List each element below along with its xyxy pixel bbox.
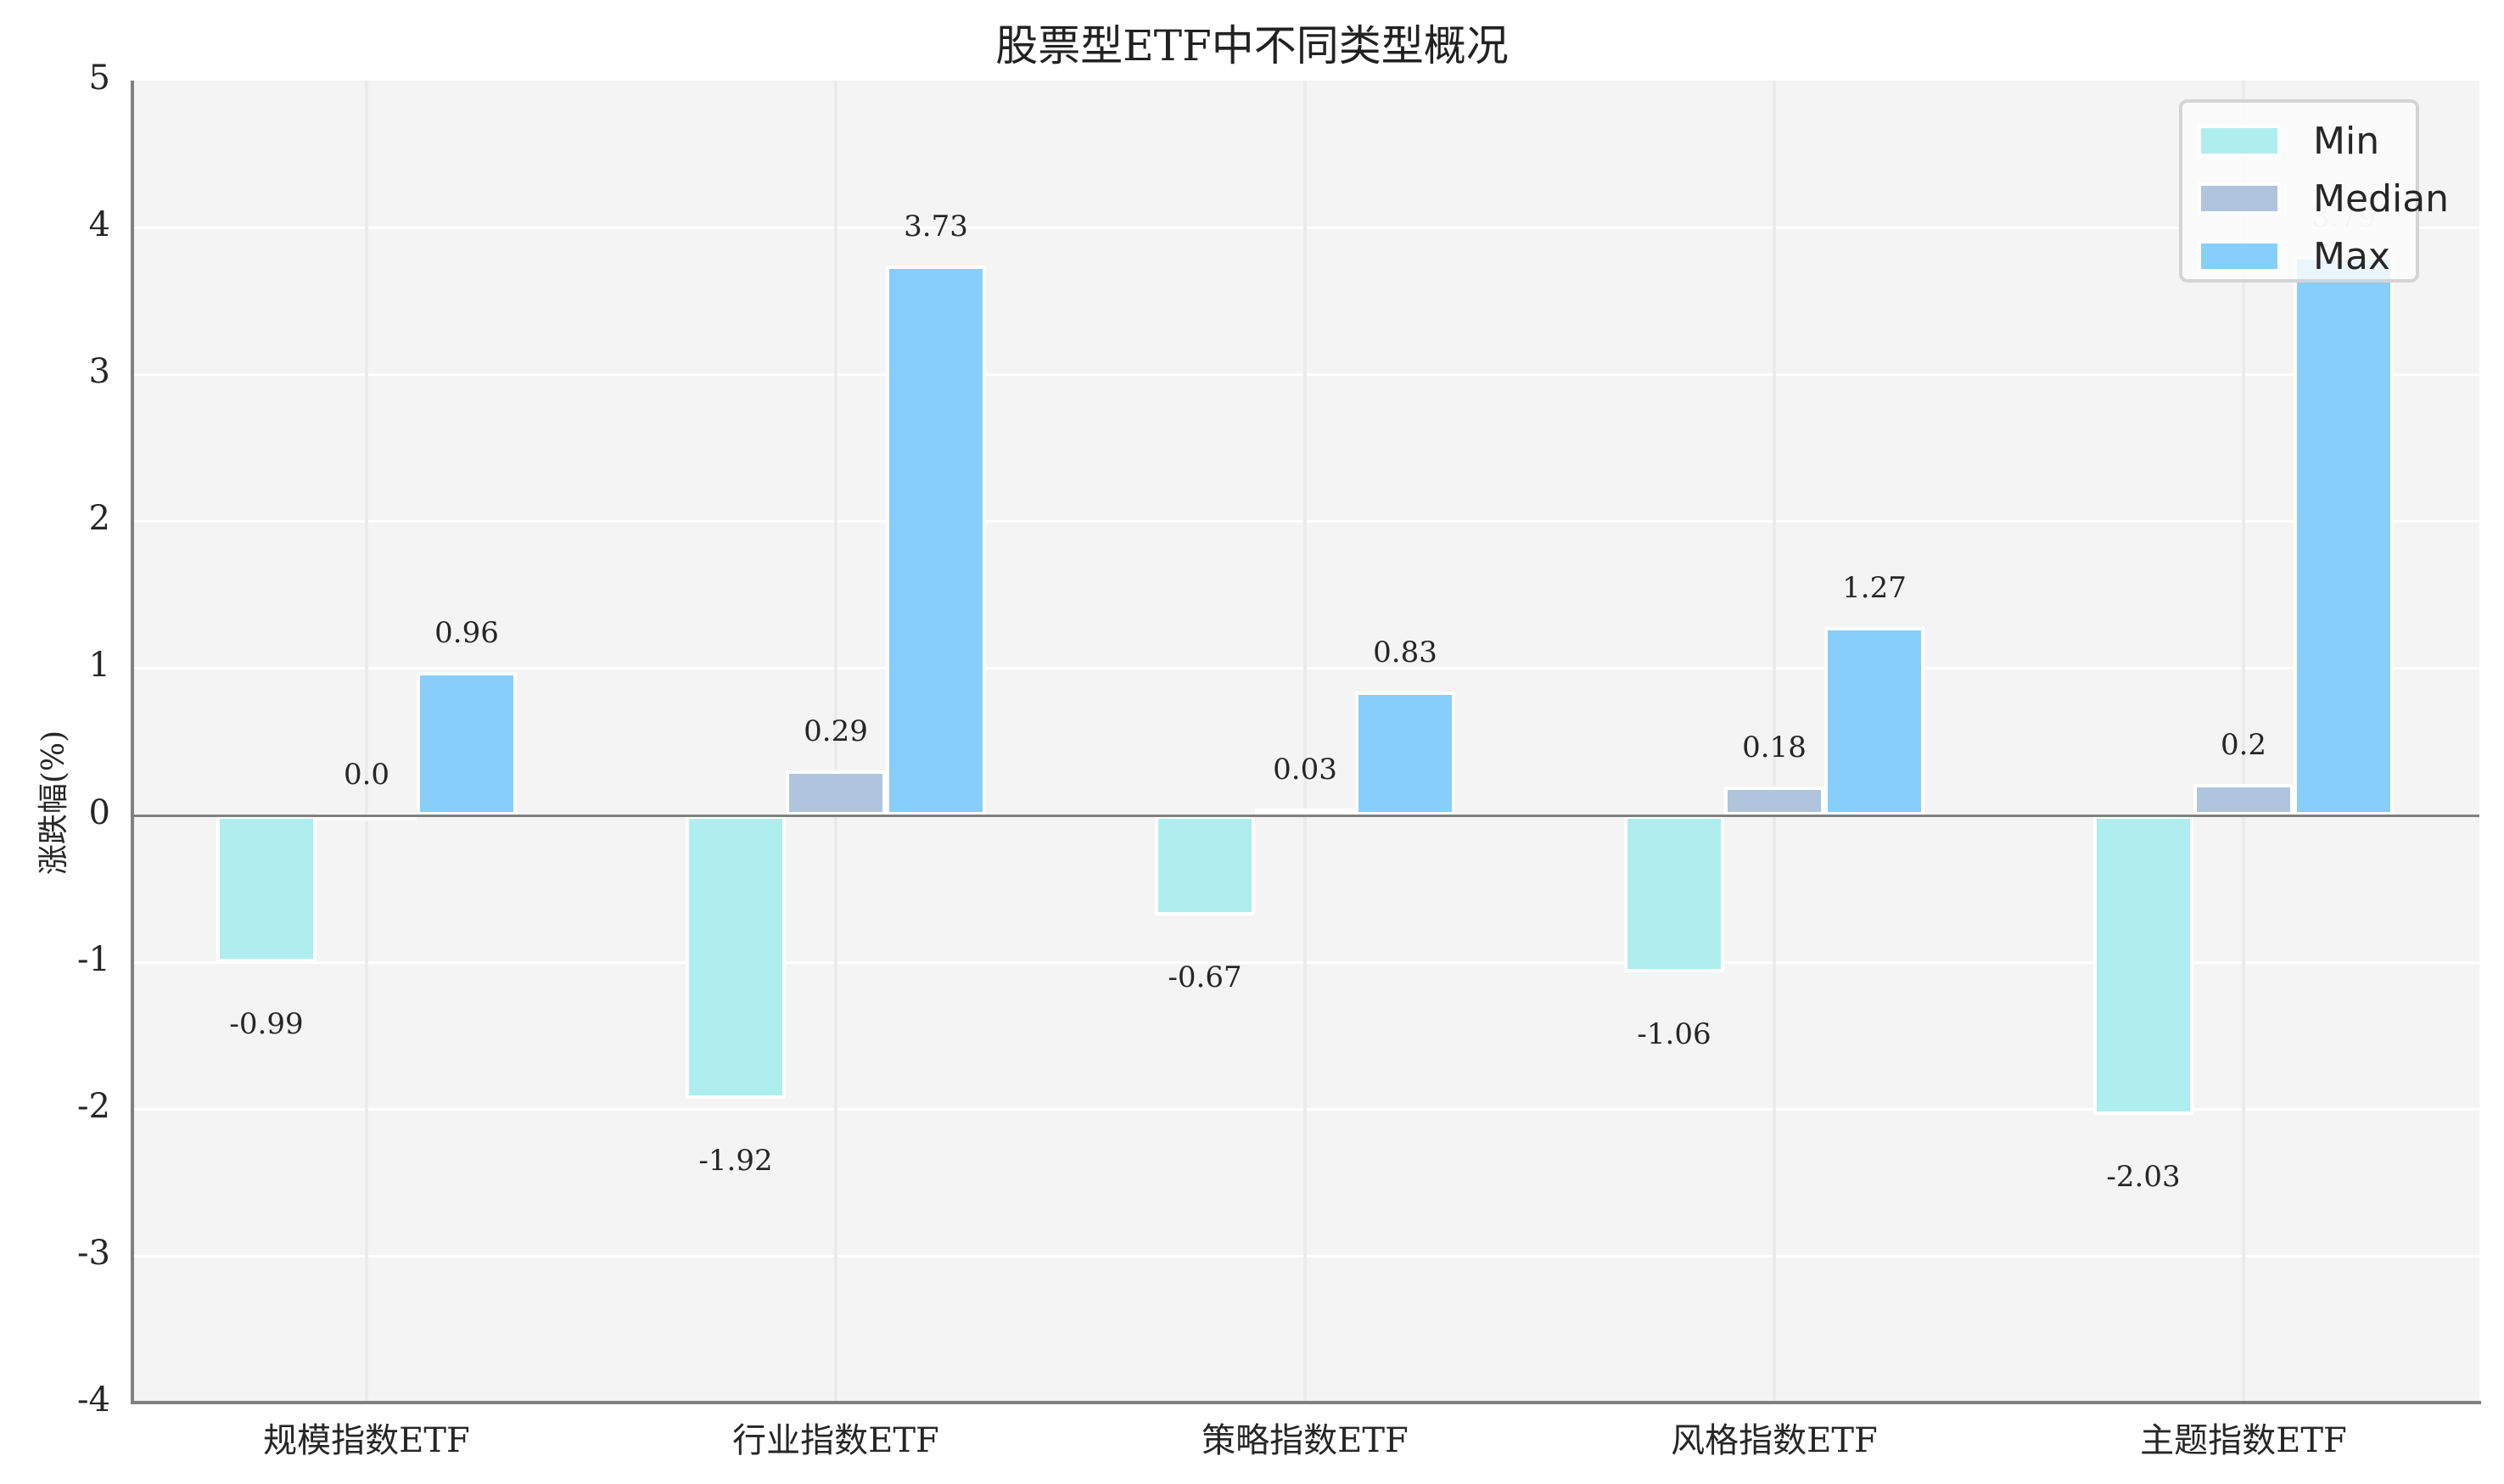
y-tick-label: 4	[88, 205, 110, 245]
value-label: 0.96	[434, 616, 499, 651]
legend-swatch-median	[2198, 182, 2281, 215]
value-label: 0.18	[1742, 731, 1807, 765]
x-axis-line	[131, 1401, 2481, 1404]
chart-title: 股票型ETF中不同类型概况	[995, 21, 1509, 70]
plot-area: -0.99 -1.92 -0.67 -1.06 -2.03 0.0 0.29 0.03 0.18…	[132, 81, 2479, 1403]
legend-item-max: Max	[2198, 234, 2390, 278]
bar-median	[2193, 783, 2294, 815]
value-label: 0.03	[1273, 753, 1337, 787]
v-gridline	[2242, 81, 2245, 1403]
v-gridline	[365, 81, 368, 1403]
v-gridline	[1773, 81, 1776, 1403]
bar-min	[1155, 815, 1255, 916]
bar-max	[1355, 691, 1455, 815]
value-label: -0.67	[1168, 960, 1242, 994]
value-label: -1.92	[698, 1143, 773, 1178]
legend-label-max: Max	[2313, 234, 2390, 278]
value-label: -0.99	[229, 1006, 304, 1041]
x-tick-label: 主题指数ETF	[2140, 1421, 2347, 1460]
bar-median	[1255, 809, 1355, 816]
y-tick-label: -3	[77, 1233, 110, 1273]
v-gridline	[834, 81, 837, 1403]
bar-median	[786, 770, 886, 815]
y-tick-label: -2	[77, 1086, 110, 1126]
bar-max	[417, 672, 517, 815]
legend-item-min: Min	[2198, 119, 2380, 163]
bar-min	[2093, 815, 2193, 1115]
y-tick-label: -1	[77, 939, 110, 979]
y-tick-label: 0	[88, 792, 110, 832]
x-tick-label: 风格指数ETF	[1671, 1421, 1878, 1460]
bar-median	[1724, 787, 1824, 815]
legend-label-median: Median	[2313, 176, 2450, 221]
bar-min	[1624, 815, 1724, 973]
value-label: 0.83	[1373, 635, 1437, 669]
value-label: 1.27	[1842, 570, 1907, 605]
value-label: 0.29	[804, 714, 868, 749]
zero-line	[132, 814, 2479, 817]
y-tick-label: 2	[88, 499, 110, 539]
v-gridline	[1303, 81, 1307, 1403]
value-label: -1.06	[1637, 1017, 1711, 1052]
legend-item-median: Median	[2198, 176, 2450, 221]
bar-min	[686, 815, 786, 1099]
y-axis-line	[131, 81, 134, 1404]
bar-max	[2294, 256, 2394, 815]
legend-swatch-min	[2198, 125, 2281, 157]
value-label: 3.73	[904, 209, 968, 244]
value-label: 0.2	[2220, 727, 2267, 762]
y-tick-label: 3	[88, 352, 110, 392]
legend: Min Median Max	[2179, 99, 2449, 283]
x-tick-label: 规模指数ETF	[263, 1421, 470, 1460]
legend-label-min: Min	[2313, 119, 2380, 163]
y-tick-label: 1	[88, 646, 110, 686]
value-label: -2.03	[2106, 1159, 2181, 1194]
y-tick-label: -4	[77, 1380, 110, 1420]
bar-min	[216, 815, 317, 962]
legend-swatch-max	[2198, 240, 2281, 272]
y-tick-label: 5	[88, 59, 110, 98]
value-label: 0.0	[343, 757, 390, 792]
bar-max	[1824, 626, 1924, 815]
x-tick-label: 策略指数ETF	[1202, 1421, 1409, 1460]
x-tick-label: 行业指数ETF	[732, 1421, 939, 1460]
bar-max	[886, 265, 986, 815]
